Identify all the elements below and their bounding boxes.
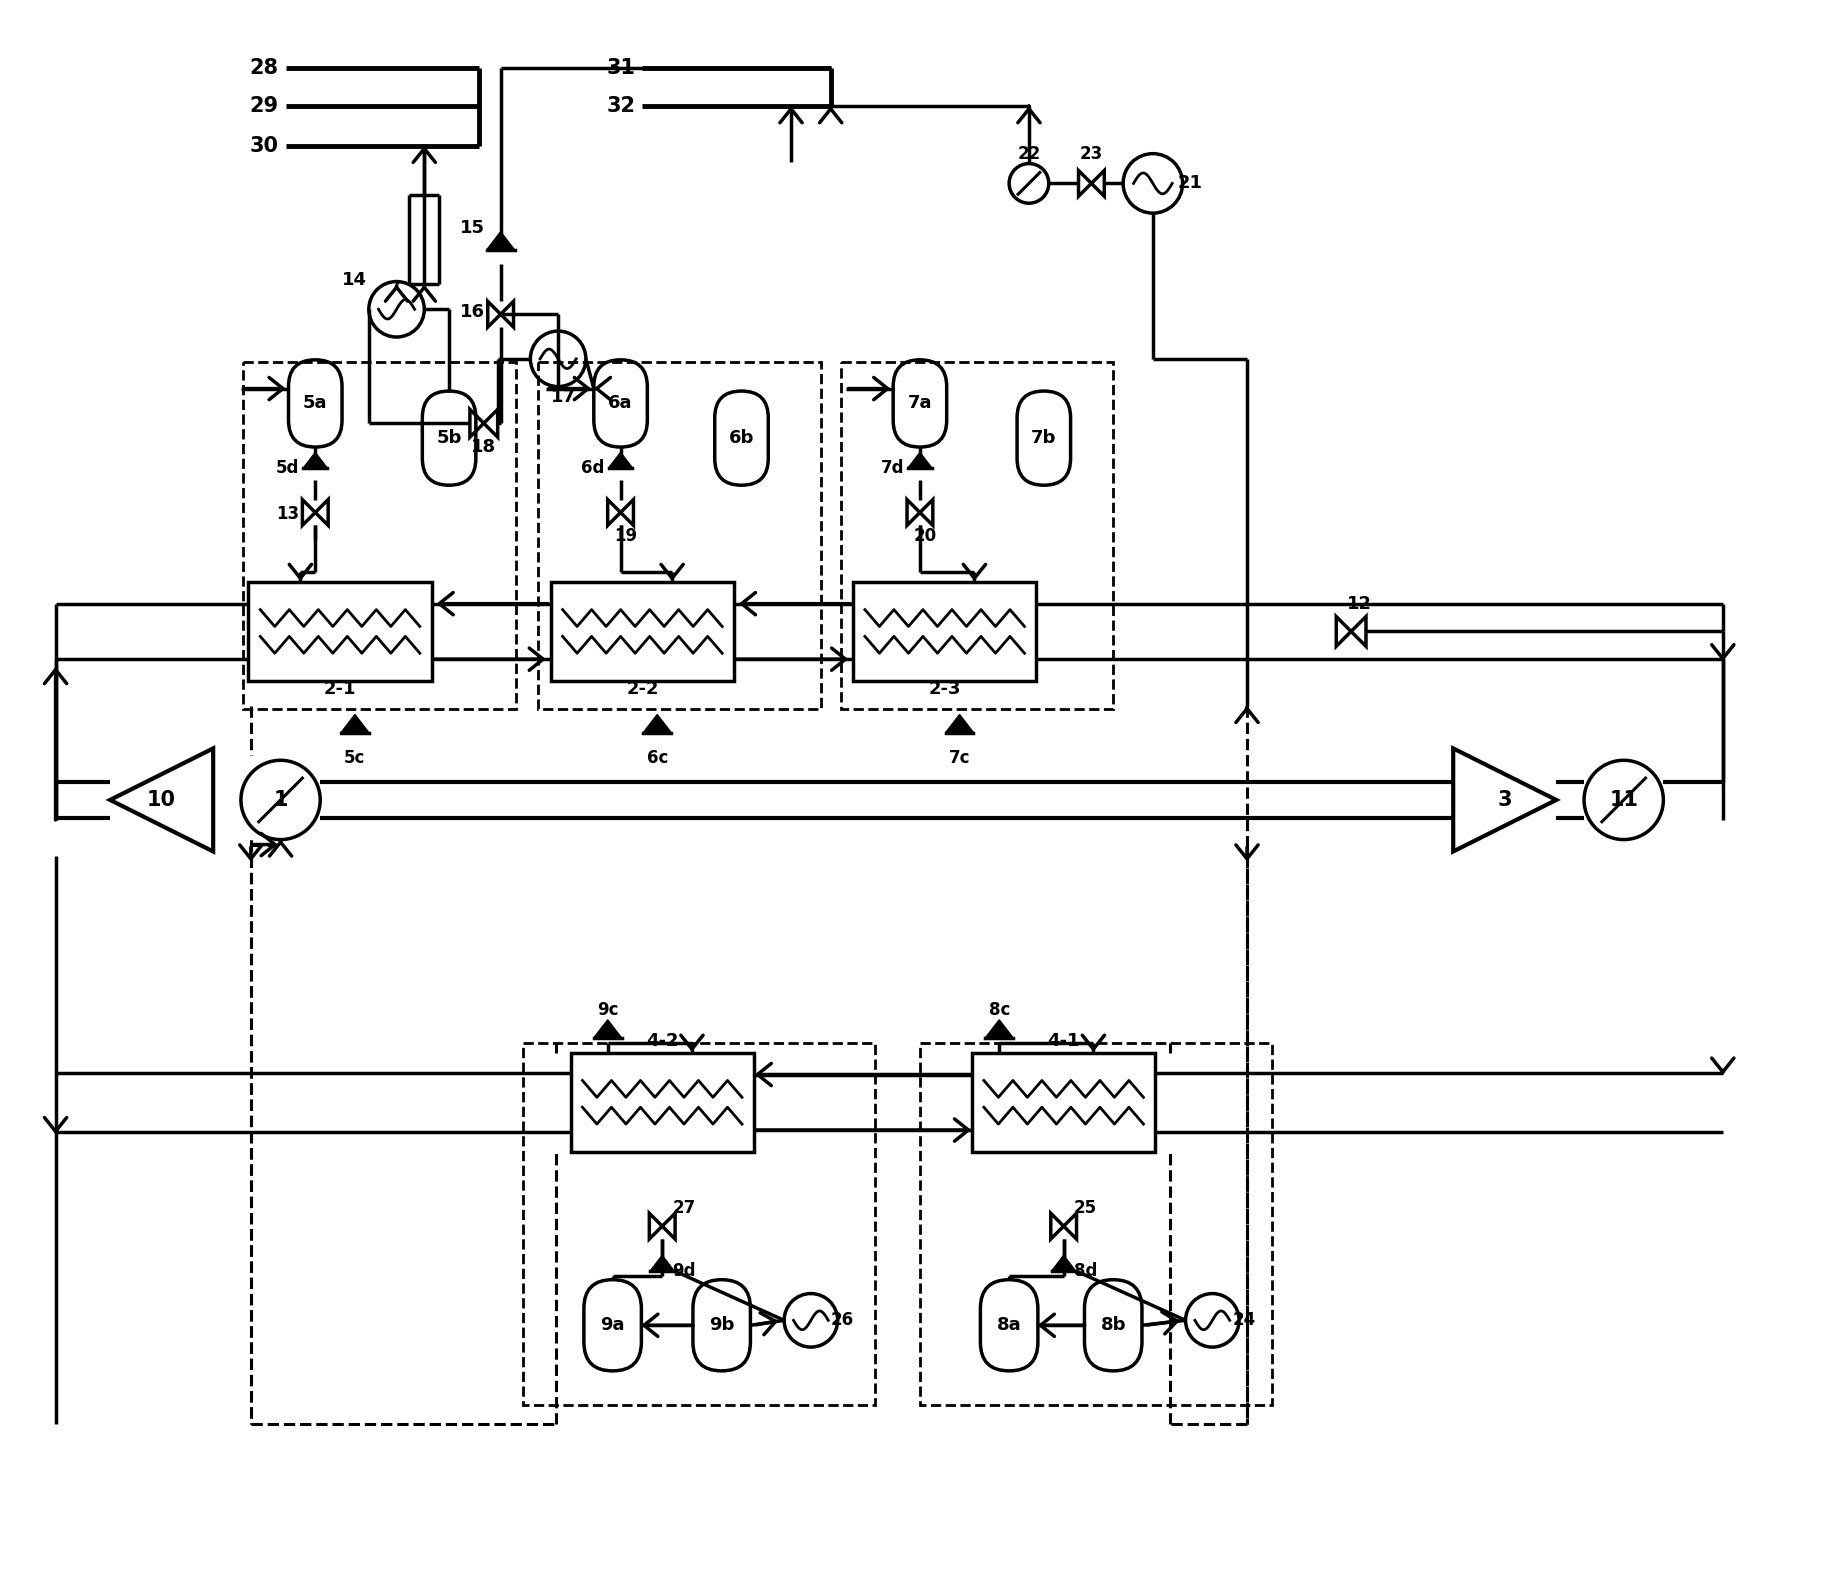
Text: 5b: 5b	[436, 430, 461, 447]
Bar	[840, 361, 1114, 708]
Polygon shape	[341, 715, 368, 732]
Text: 23: 23	[1079, 144, 1103, 163]
Text: 20: 20	[913, 528, 937, 545]
Text: 22: 22	[1017, 144, 1041, 163]
Polygon shape	[908, 452, 932, 468]
Text: 14: 14	[343, 271, 368, 288]
Text: 17: 17	[551, 387, 576, 406]
Bar	[853, 582, 1037, 682]
Text: 31: 31	[605, 59, 634, 78]
Text: 12: 12	[1347, 594, 1371, 613]
Text: 15: 15	[461, 219, 485, 238]
Bar	[972, 1052, 1156, 1152]
Polygon shape	[644, 715, 671, 732]
Text: 30: 30	[250, 136, 279, 155]
Text: 19: 19	[614, 528, 636, 545]
Bar	[551, 582, 735, 682]
Text: 2-2: 2-2	[625, 680, 658, 697]
Text: 26: 26	[831, 1311, 855, 1330]
Text: 6d: 6d	[582, 460, 605, 477]
Polygon shape	[609, 452, 633, 468]
Polygon shape	[986, 1019, 1014, 1038]
Text: 8d: 8d	[1074, 1262, 1097, 1279]
Text: 25: 25	[1074, 1200, 1097, 1217]
Bar	[248, 582, 432, 682]
Text: 2-3: 2-3	[928, 680, 961, 697]
Text: 29: 29	[250, 97, 279, 116]
Text: 7a: 7a	[908, 395, 932, 412]
Bar	[242, 361, 516, 708]
Text: 18: 18	[470, 437, 496, 456]
Text: 32: 32	[605, 97, 634, 116]
Text: 4-1: 4-1	[1048, 1032, 1079, 1049]
Text: 7d: 7d	[881, 460, 904, 477]
Text: 6c: 6c	[647, 750, 667, 767]
Polygon shape	[594, 1019, 622, 1038]
Text: 6a: 6a	[609, 395, 633, 412]
Text: 2-1: 2-1	[324, 680, 355, 697]
Text: 7b: 7b	[1032, 430, 1057, 447]
Text: 8b: 8b	[1101, 1316, 1127, 1335]
Text: 9c: 9c	[596, 1002, 618, 1019]
Text: 11: 11	[1610, 789, 1639, 810]
Text: 10: 10	[148, 789, 177, 810]
Text: 16: 16	[461, 303, 485, 322]
Bar	[523, 1043, 875, 1404]
Text: 13: 13	[275, 506, 299, 523]
Text: 28: 28	[250, 59, 279, 78]
Text: 8c: 8c	[988, 1002, 1010, 1019]
Bar	[921, 1043, 1272, 1404]
Bar	[571, 1052, 755, 1152]
Text: 5c: 5c	[345, 750, 366, 767]
Bar	[538, 361, 820, 708]
Text: 5a: 5a	[303, 395, 328, 412]
Text: 5d: 5d	[275, 460, 299, 477]
Text: 27: 27	[673, 1200, 696, 1217]
Text: 7c: 7c	[948, 750, 970, 767]
Text: 9d: 9d	[673, 1262, 696, 1279]
Text: 9a: 9a	[600, 1316, 625, 1335]
Polygon shape	[303, 452, 326, 468]
Polygon shape	[487, 231, 514, 250]
Polygon shape	[1052, 1255, 1076, 1271]
Text: 4-2: 4-2	[645, 1032, 678, 1049]
Text: 6b: 6b	[729, 430, 755, 447]
Polygon shape	[651, 1255, 675, 1271]
Text: 9b: 9b	[709, 1316, 735, 1335]
Text: 1: 1	[273, 789, 288, 810]
Text: 21: 21	[1178, 174, 1203, 192]
Polygon shape	[946, 715, 973, 732]
Text: 24: 24	[1232, 1311, 1256, 1330]
Text: 3: 3	[1497, 789, 1511, 810]
Text: 8a: 8a	[997, 1316, 1021, 1335]
